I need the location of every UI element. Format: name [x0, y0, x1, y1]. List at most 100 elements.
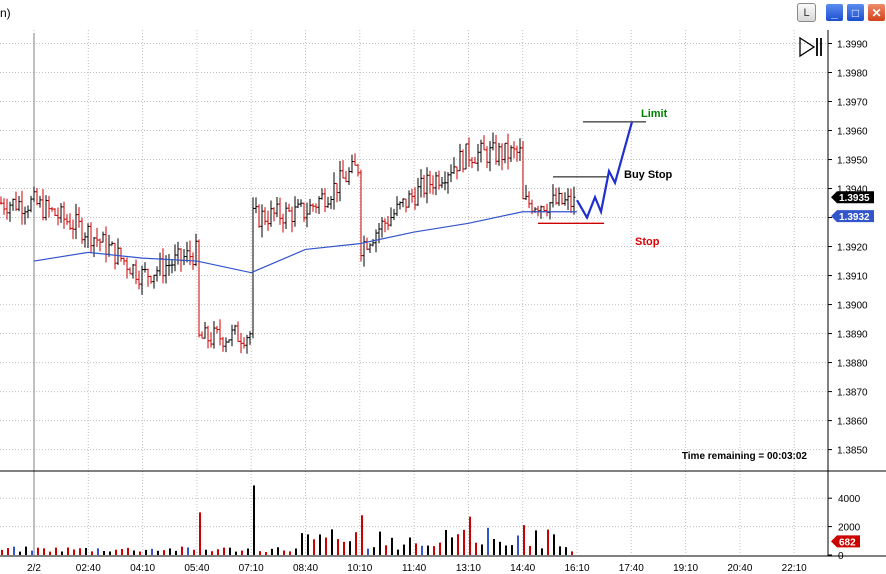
price-bar: [467, 137, 471, 168]
price-bar: [131, 263, 135, 279]
x-tick-label: 20:40: [727, 563, 752, 574]
y-tick-label: 1.3890: [837, 330, 868, 341]
price-bar: [14, 191, 18, 212]
price-bar: [518, 138, 522, 161]
price-bar: [395, 196, 399, 217]
price-bar: [35, 187, 39, 206]
price-bar: [350, 154, 354, 174]
price-bar: [56, 207, 60, 226]
price-bar: [548, 201, 552, 220]
volume-bar: [151, 548, 153, 555]
price-bar: [488, 140, 492, 172]
price-bar: [413, 187, 417, 210]
price-bar: [566, 188, 570, 210]
price-bar: [560, 192, 564, 205]
price-bar: [362, 235, 366, 267]
price-bar: [203, 321, 207, 339]
play-step-icon[interactable]: [799, 36, 822, 58]
volume-bar: [193, 549, 195, 555]
price-bar: [446, 172, 450, 194]
volume-bar: [85, 547, 87, 555]
price-bar: [323, 188, 327, 212]
volume-bar: [271, 548, 273, 555]
price-bar: [44, 195, 48, 221]
volume-bar: [199, 512, 201, 555]
volume-bar: [169, 548, 171, 555]
maximize-button[interactable]: □: [846, 3, 865, 22]
volume-bar: [469, 516, 471, 555]
volume-bar: [73, 549, 75, 555]
volume-bar: [445, 529, 447, 555]
x-tick-label: 17:40: [619, 563, 644, 574]
limit-label: Limit: [641, 108, 668, 120]
price-bar: [536, 205, 540, 217]
price-bar: [233, 324, 237, 335]
volume-bar: [61, 551, 63, 555]
price-bar: [83, 232, 87, 248]
minimize-button[interactable]: _: [825, 3, 844, 22]
price-bar: [125, 257, 129, 279]
volume-bar: [163, 550, 165, 555]
x-tick-label: 14:40: [510, 563, 535, 574]
volume-bar: [355, 532, 357, 555]
moving-average-line: [33, 211, 577, 274]
price-bar: [452, 157, 456, 174]
volume-bar: [265, 552, 267, 555]
price-bar: [416, 177, 420, 206]
price-bar: [269, 200, 273, 227]
price-bar: [110, 241, 114, 246]
y-tick-label: 1.3880: [837, 359, 868, 370]
volume-bar: [421, 545, 423, 555]
price-bar: [71, 219, 75, 240]
order-lines[interactable]: [538, 121, 646, 225]
price-bar: [365, 237, 369, 251]
price-bar: [320, 188, 324, 200]
price-bar: [347, 167, 351, 186]
svg-text:682: 682: [839, 537, 856, 548]
price-bar: [335, 182, 339, 203]
price-bar: [503, 142, 507, 164]
lock-button[interactable]: L: [797, 3, 816, 22]
price-bar: [146, 268, 150, 287]
price-bar: [236, 321, 240, 342]
x-tick-label: 10:10: [347, 563, 372, 574]
price-bar: [230, 324, 234, 347]
x-tick-label: 08:40: [293, 563, 318, 574]
volume-bar: [409, 537, 411, 555]
price-bar: [62, 201, 66, 229]
price-bar: [143, 262, 147, 273]
price-bar: [116, 238, 120, 265]
volume-bar: [499, 541, 501, 555]
price-bar: [122, 257, 126, 266]
price-bar: [92, 236, 96, 258]
volume-bar: [67, 547, 69, 555]
price-bar: [554, 187, 558, 205]
price-bar: [356, 163, 360, 177]
price-bar: [284, 202, 288, 229]
time-axis: 2/2 02:40 04:10 05:40 07:10 08:40 10:10 11:40 13…: [27, 563, 807, 574]
volume-bar: [79, 548, 81, 555]
price-bar: [290, 206, 294, 233]
stop-label: Stop: [635, 236, 660, 248]
price-bar: [77, 207, 81, 228]
volume-bar: [529, 545, 531, 555]
price-bar: [29, 195, 33, 213]
price-bar: [299, 199, 303, 207]
price-bar: [332, 172, 336, 210]
price-bar: [326, 196, 330, 208]
price-bar: [392, 208, 396, 221]
price-bar: [2, 198, 6, 215]
price-bar: [329, 195, 333, 210]
volume-bar: [217, 549, 219, 555]
price-bars: [0, 132, 576, 354]
price-bar: [161, 248, 165, 284]
volume-bar: [325, 537, 327, 555]
price-bar: [65, 214, 69, 225]
volume-bar: [571, 551, 573, 555]
y-tick-label: 1.3920: [837, 243, 868, 254]
volume-tick-label: 2000: [838, 523, 861, 534]
volume-bar: [133, 550, 135, 555]
y-tick-label: 1.3900: [837, 301, 868, 312]
price-bar: [176, 241, 180, 265]
